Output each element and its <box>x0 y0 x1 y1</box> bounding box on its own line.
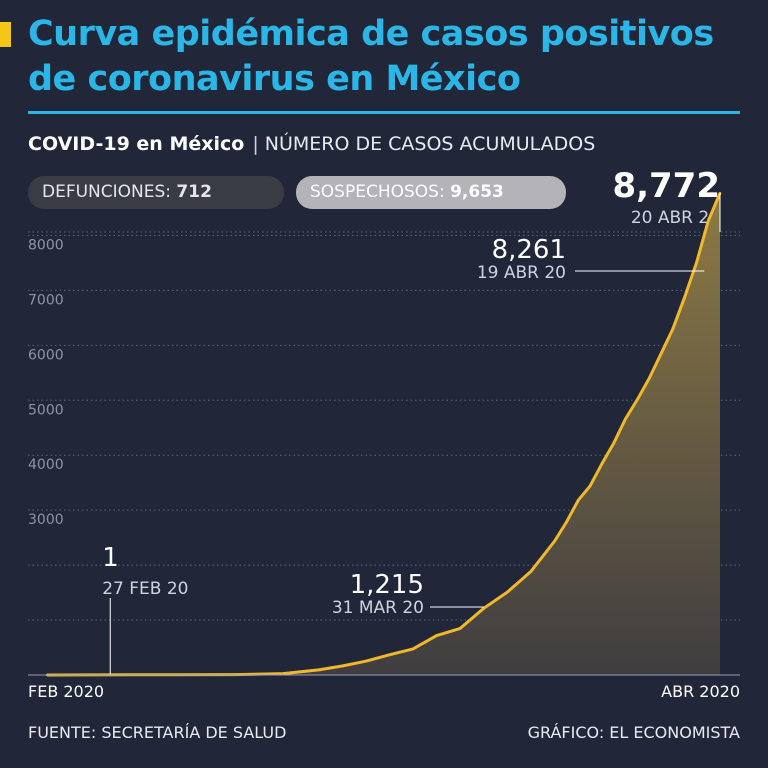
data-point <box>281 672 285 675</box>
title-rule <box>28 111 740 114</box>
data-point <box>671 327 674 331</box>
data-point <box>340 664 344 668</box>
chart-title: Curva epidémica de casos positivos de co… <box>28 12 748 102</box>
annotation-date: 19 ABR 20 <box>477 263 566 283</box>
data-point <box>435 634 438 637</box>
y-tick-label: 6000 <box>28 347 64 363</box>
data-point <box>612 442 615 445</box>
latest-value: 8,772 <box>612 166 720 206</box>
annotation-value: 8,261 <box>492 235 566 265</box>
source-note: FUENTE: SECRETARÍA DE SALUD <box>28 723 287 742</box>
data-point <box>600 462 604 466</box>
data-point <box>636 398 639 401</box>
deaths-label: DEFUNCIONES: <box>42 182 172 202</box>
data-point <box>553 539 556 543</box>
subtitle: COVID-19 en México | NÚMERO DE CASOS ACUMU… <box>28 133 595 155</box>
data-point <box>624 417 627 421</box>
x-end-label: ABR 2020 <box>661 682 740 701</box>
data-point <box>482 607 486 610</box>
annotation-date: 27 FEB 20 <box>102 579 188 599</box>
area-fill <box>47 193 720 675</box>
annotation-date: 31 MAR 20 <box>332 598 424 618</box>
deaths-badge: DEFUNCIONES: 712 <box>28 176 284 209</box>
data-point <box>695 261 698 265</box>
y-tick-label: 8000 <box>28 237 64 253</box>
data-point <box>459 627 462 630</box>
title-line-2: de coronavirus en México <box>28 59 521 99</box>
data-point <box>647 377 651 380</box>
y-tick-label: 7000 <box>28 292 64 308</box>
data-point <box>506 590 509 594</box>
annotation-value: 1,215 <box>350 570 424 600</box>
suspected-badge: SOSPECHOSOS: 9,653 <box>296 176 566 209</box>
y-tick-label: 5000 <box>28 402 64 418</box>
data-point <box>529 569 533 573</box>
subtitle-country: COVID-19 en México <box>28 133 245 155</box>
deaths-value: 712 <box>176 182 212 202</box>
data-point <box>317 668 320 672</box>
y-tick-label: 4000 <box>28 457 64 473</box>
data-point <box>659 352 663 355</box>
accent-bar <box>0 22 11 47</box>
suspected-label: SOSPECHOSOS: <box>310 182 445 202</box>
title-line-1: Curva epidémica de casos positivos <box>28 14 714 54</box>
data-point <box>364 660 367 663</box>
annotation-value: 1 <box>102 543 119 573</box>
data-point <box>565 520 568 524</box>
data-point <box>388 653 391 657</box>
y-tick-label: 3000 <box>28 512 64 528</box>
suspected-value: 9,653 <box>450 182 504 202</box>
data-point <box>577 499 580 502</box>
subtitle-separator: | <box>252 133 259 155</box>
data-point <box>588 484 592 488</box>
data-point <box>706 219 710 223</box>
credit-note: GRÁFICO: EL ECONOMISTA <box>527 723 740 742</box>
subtitle-metric: NÚMERO DE CASOS ACUMULADOS <box>264 133 596 155</box>
data-point <box>683 296 686 299</box>
latest-date: 20 ABR 20 <box>630 208 720 228</box>
x-start-label: FEB 2020 <box>28 682 104 701</box>
data-point <box>411 647 415 651</box>
